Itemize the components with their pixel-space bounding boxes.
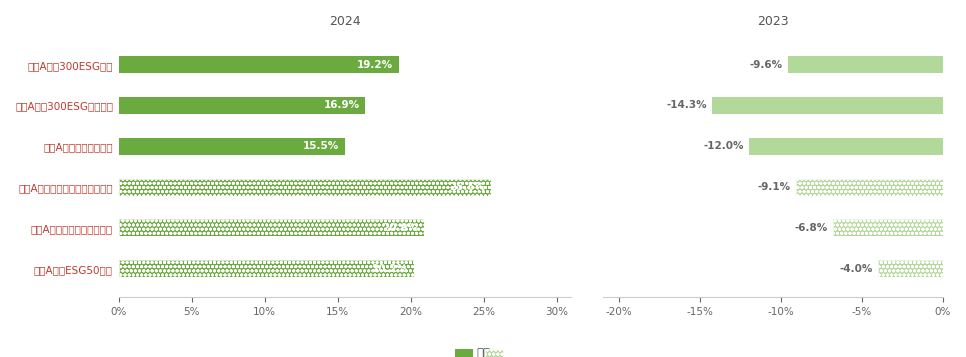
Bar (119, 97, 365, 114)
Text: -9.6%: -9.6% (750, 60, 782, 70)
Text: 变動: 变動 (476, 347, 490, 357)
Bar (878, 260, 943, 277)
Bar (787, 56, 943, 73)
Text: -4.0%: -4.0% (839, 264, 873, 274)
Bar (119, 219, 424, 236)
Text: 19.2%: 19.2% (357, 60, 393, 70)
Bar (119, 260, 413, 277)
Text: 20.9%: 20.9% (382, 223, 418, 233)
Bar (712, 97, 943, 114)
Text: 16.9%: 16.9% (324, 100, 359, 110)
Text: 20.2%: 20.2% (372, 264, 408, 274)
Bar (878, 260, 943, 277)
Bar (119, 219, 424, 236)
Bar (796, 178, 943, 196)
Bar (796, 178, 943, 196)
Bar (119, 178, 491, 196)
Text: 15.5%: 15.5% (303, 141, 339, 151)
Legend: , : , (451, 345, 515, 357)
Text: -9.1%: -9.1% (757, 182, 791, 192)
Bar (119, 260, 413, 277)
Text: 25.5%: 25.5% (449, 182, 485, 192)
Bar (833, 219, 943, 236)
Bar (119, 138, 345, 155)
Bar (119, 56, 399, 73)
Text: -12.0%: -12.0% (703, 141, 744, 151)
Text: -6.8%: -6.8% (795, 223, 828, 233)
Bar (833, 219, 943, 236)
Text: -14.3%: -14.3% (666, 100, 707, 110)
Bar (119, 178, 491, 196)
Title: 2023: 2023 (757, 15, 789, 28)
Bar (749, 138, 943, 155)
Title: 2024: 2024 (329, 15, 361, 28)
